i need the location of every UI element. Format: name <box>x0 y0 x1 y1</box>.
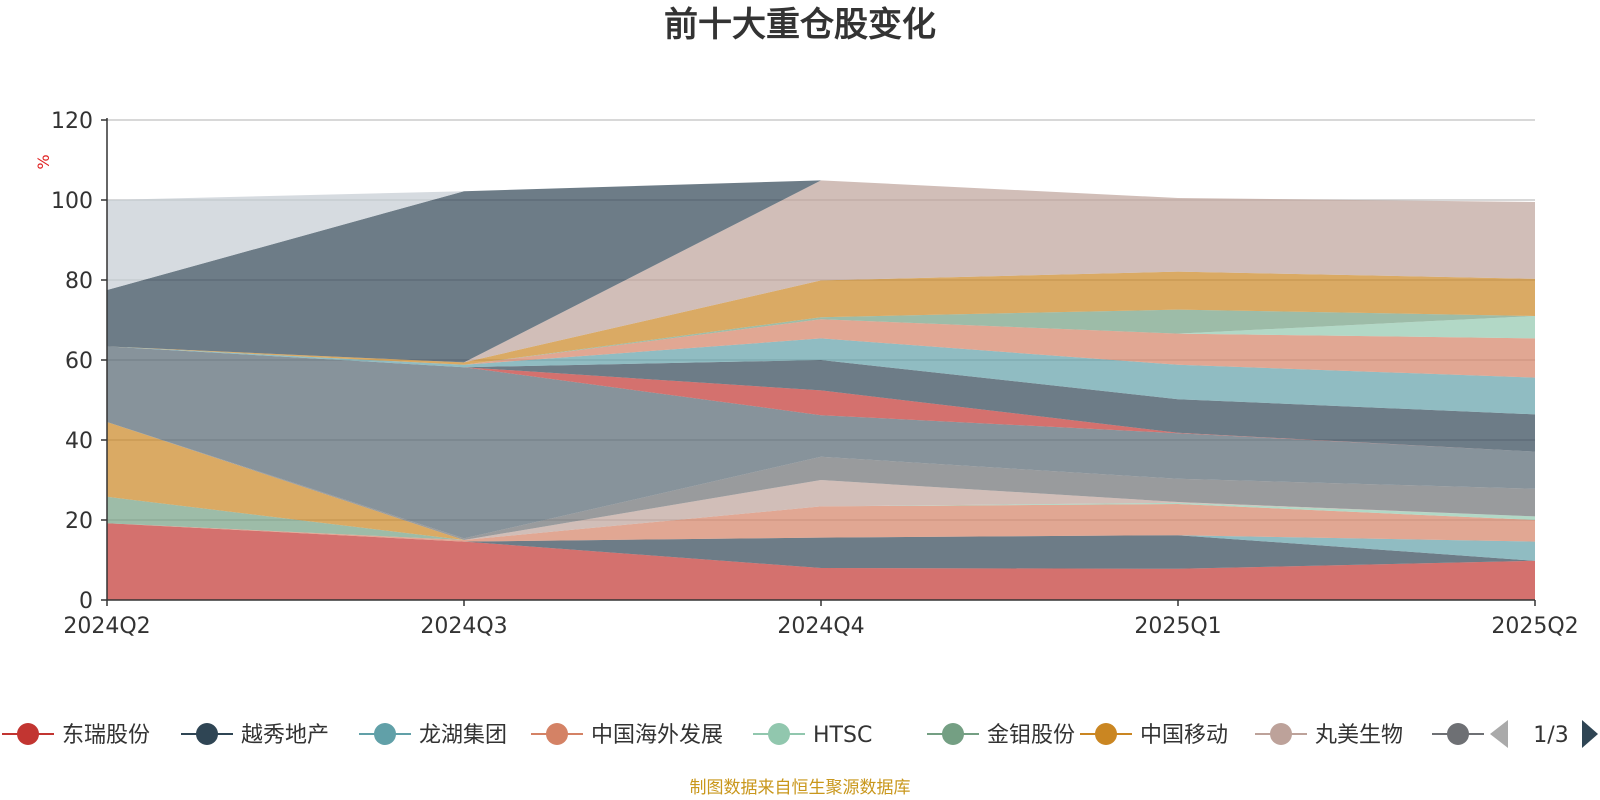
y-tick-label: 0 <box>79 589 93 614</box>
x-tick-label: 2024Q2 <box>63 614 150 639</box>
area-series <box>107 338 1535 415</box>
area-series <box>107 504 1535 542</box>
legend-prev-arrow-icon[interactable] <box>1490 720 1508 748</box>
legend-label: 中国海外发展 <box>591 723 723 748</box>
legend-item[interactable]: HTSC <box>753 723 872 748</box>
area-series <box>107 346 1535 452</box>
area-series <box>107 346 1535 452</box>
area-series <box>107 319 1535 378</box>
y-tick-label: 120 <box>51 109 93 134</box>
x-tick-label: 2024Q4 <box>777 614 864 639</box>
legend-circle-marker <box>17 723 39 745</box>
legend-label: 金钼股份 <box>987 723 1075 748</box>
y-tick-label: 40 <box>65 429 93 454</box>
legend-item[interactable]: 越秀地产 <box>181 723 329 748</box>
legend-item[interactable]: 丸美生物 <box>1255 723 1403 748</box>
legend-label: 丸美生物 <box>1315 723 1403 748</box>
x-tick-label: 2024Q3 <box>420 614 507 639</box>
area-series-layer <box>107 180 1535 600</box>
legend-item[interactable]: 中国海外发展 <box>531 723 723 748</box>
y-tick-label: 20 <box>65 509 93 534</box>
area-series <box>107 180 1535 363</box>
x-tick-label: 2025Q1 <box>1134 614 1221 639</box>
y-tick-label: 60 <box>65 349 93 374</box>
y-tick-label: 100 <box>51 189 93 214</box>
legend-next-arrow-icon[interactable] <box>1582 720 1598 748</box>
legend-item[interactable] <box>1432 723 1484 745</box>
area-series <box>107 523 1535 600</box>
area-series <box>107 180 1535 363</box>
legend-item[interactable]: 金钼股份 <box>927 723 1075 748</box>
legend-item[interactable]: 中国移动 <box>1080 723 1228 748</box>
legend-label: HTSC <box>813 723 872 748</box>
chart-title: 前十大重仓股变化 <box>664 5 936 45</box>
y-axis-unit-label: % <box>34 154 53 169</box>
legend-label: 龙湖集团 <box>419 723 507 748</box>
legend-label: 中国移动 <box>1140 723 1228 748</box>
legend: 东瑞股份 越秀地产 龙湖集团 中国海外发展 HTSC 金钼股份 中国移动 丸美生物 1/3 <box>2 720 1598 748</box>
legend-item[interactable]: 东瑞股份 <box>2 723 150 748</box>
area-series <box>107 523 1535 569</box>
area-series <box>107 346 1535 539</box>
x-tick-label: 2025Q2 <box>1491 614 1578 639</box>
legend-circle-marker <box>942 723 964 745</box>
area-series <box>107 271 1535 365</box>
area-series <box>107 422 1535 540</box>
legend-circle-marker <box>196 723 218 745</box>
legend-circle-marker <box>1095 723 1117 745</box>
y-tick-label: 80 <box>65 269 93 294</box>
legend-circle-marker <box>1270 723 1292 745</box>
area-series <box>107 422 1535 540</box>
legend-circle-marker <box>374 723 396 745</box>
axes: 0 20 40 60 80 100 120 2024Q2 2024Q3 2024Q4 2025Q1 2… <box>51 109 1579 639</box>
legend-circle-marker <box>546 723 568 745</box>
legend-circle-marker <box>768 723 790 745</box>
legend-circle-marker <box>1447 723 1469 745</box>
area-series <box>107 309 1535 365</box>
legend-item[interactable]: 龙湖集团 <box>359 723 507 748</box>
legend-page-indicator: 1/3 <box>1533 723 1568 748</box>
legend-label: 越秀地产 <box>241 723 329 748</box>
legend-label: 东瑞股份 <box>62 723 150 748</box>
source-note: 制图数据来自恒生聚源数据库 <box>690 778 911 798</box>
